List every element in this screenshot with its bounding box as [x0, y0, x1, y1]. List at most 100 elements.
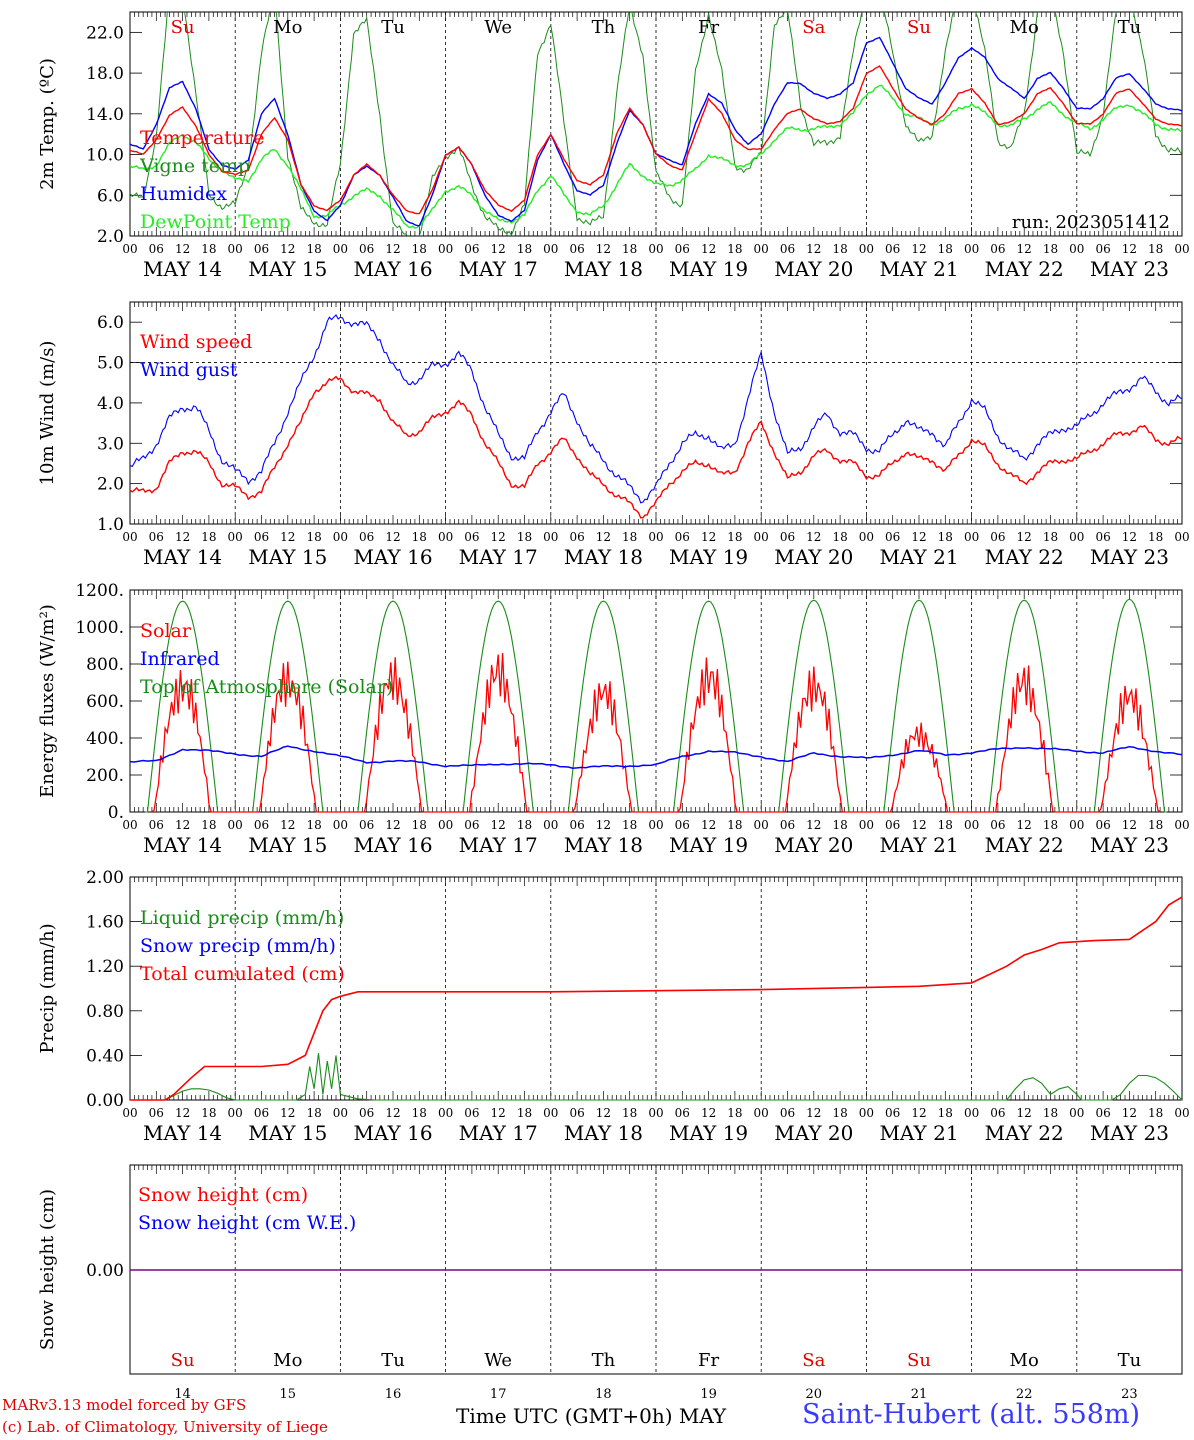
- day-letter: Su: [907, 1350, 931, 1371]
- hour-tick-label: 12: [806, 1106, 821, 1120]
- hour-tick-label: 00: [122, 242, 137, 256]
- hour-tick-label: 06: [149, 530, 164, 544]
- date-tick-label: MAY 14: [143, 257, 222, 281]
- day-letter: Mo: [1010, 17, 1039, 38]
- hour-tick-label: 18: [1148, 530, 1163, 544]
- hour-tick-label: 00: [228, 818, 243, 832]
- hour-tick-label: 06: [1095, 818, 1110, 832]
- day-number: 16: [385, 1387, 402, 1402]
- hour-tick-label: 12: [1017, 818, 1032, 832]
- hour-tick-label: 06: [464, 242, 479, 256]
- hour-tick-label: 18: [832, 1106, 847, 1120]
- hour-tick-label: 00: [122, 530, 137, 544]
- hour-tick-label: 06: [359, 1106, 374, 1120]
- hour-tick-label: 06: [990, 1106, 1005, 1120]
- day-letter: Su: [171, 17, 195, 38]
- legend-entry: Top of Atmosphere (Solar): [140, 676, 393, 698]
- hour-tick-label: 06: [254, 242, 269, 256]
- date-tick-label: MAY 18: [564, 833, 643, 857]
- day-letter: We: [484, 17, 512, 38]
- series-humidex: [130, 36, 1182, 227]
- hour-tick-label: 06: [780, 818, 795, 832]
- hour-tick-label: 06: [990, 242, 1005, 256]
- legend-entry: Snow precip (mm/h): [140, 935, 336, 957]
- date-tick-label: MAY 15: [248, 545, 327, 569]
- hour-tick-label: 06: [990, 818, 1005, 832]
- day-number: 14: [174, 1387, 191, 1402]
- day-letter: Mo: [273, 17, 302, 38]
- hour-tick-label: 12: [596, 530, 611, 544]
- x-axis-title: Time UTC (GMT+0h) MAY: [456, 1404, 727, 1428]
- hour-tick-label: 18: [622, 242, 637, 256]
- legend-entry: Wind speed: [140, 331, 252, 353]
- hour-tick-label: 00: [333, 818, 348, 832]
- date-tick-label: MAY 19: [669, 1121, 748, 1145]
- hour-tick-label: 12: [175, 1106, 190, 1120]
- hour-tick-label: 18: [517, 242, 532, 256]
- day-letter: Mo: [1010, 1350, 1039, 1371]
- date-tick-label: MAY 15: [248, 833, 327, 857]
- y-tick-label: 0.00: [86, 1091, 124, 1111]
- hour-tick-label: 06: [464, 818, 479, 832]
- hour-tick-label: 12: [491, 1106, 506, 1120]
- legend-entry: Liquid precip (mm/h): [140, 907, 344, 929]
- y-tick-label: 6.0: [97, 313, 124, 333]
- day-letter: Fr: [698, 1350, 719, 1371]
- hour-tick-label: 12: [596, 818, 611, 832]
- hour-tick-label: 00: [964, 242, 979, 256]
- hour-tick-label: 12: [280, 1106, 295, 1120]
- hour-tick-label: 06: [885, 818, 900, 832]
- hour-tick-label: 00: [228, 1106, 243, 1120]
- date-tick-label: MAY 20: [774, 257, 853, 281]
- date-tick-label: MAY 17: [459, 833, 538, 857]
- day-letter: We: [484, 1350, 512, 1371]
- hour-tick-label: 00: [333, 242, 348, 256]
- hour-tick-label: 18: [1043, 818, 1058, 832]
- date-tick-label: MAY 17: [459, 545, 538, 569]
- hour-tick-label: 00: [543, 818, 558, 832]
- hour-tick-label: 18: [1148, 818, 1163, 832]
- y-tick-label: 0.00: [86, 1261, 124, 1281]
- hour-tick-label: 00: [1174, 1106, 1189, 1120]
- hour-tick-label: 00: [648, 530, 663, 544]
- hour-tick-label: 12: [596, 242, 611, 256]
- y-tick-label: 0.80: [86, 1002, 124, 1022]
- hour-tick-label: 18: [938, 1106, 953, 1120]
- hour-tick-label: 12: [701, 818, 716, 832]
- hour-tick-label: 06: [780, 1106, 795, 1120]
- hour-tick-label: 00: [543, 530, 558, 544]
- hour-tick-label: 12: [1122, 530, 1137, 544]
- y-tick-label: 400.: [86, 729, 124, 749]
- hour-tick-label: 06: [1095, 242, 1110, 256]
- y-tick-label: 4.0: [97, 394, 124, 414]
- hour-tick-label: 12: [385, 818, 400, 832]
- series-temperature: [130, 65, 1182, 215]
- y-tick-label: 2.0: [97, 475, 124, 495]
- hour-tick-label: 18: [201, 530, 216, 544]
- model-credit-line1: MARv3.13 model forced by GFS: [2, 1396, 247, 1414]
- y-tick-label: 1200.: [75, 581, 124, 601]
- y-tick-label: 22.0: [86, 23, 124, 43]
- legend-entry: Infrared: [140, 648, 220, 670]
- series-vigne-temp: [130, 12, 1182, 236]
- hour-tick-label: 06: [1095, 1106, 1110, 1120]
- y-tick-label: 800.: [86, 655, 124, 675]
- hour-tick-label: 06: [675, 818, 690, 832]
- hour-tick-label: 18: [1148, 242, 1163, 256]
- day-number: 23: [1121, 1387, 1138, 1402]
- day-number: 17: [490, 1387, 507, 1402]
- hour-tick-label: 18: [412, 818, 427, 832]
- y-axis-label: 2m Temp. (ºC): [37, 58, 58, 190]
- day-number: 19: [700, 1387, 717, 1402]
- series-infrared: [129, 745, 1183, 769]
- hour-tick-label: 06: [254, 1106, 269, 1120]
- hour-tick-label: 00: [438, 530, 453, 544]
- day-number: 15: [280, 1387, 297, 1402]
- date-tick-label: MAY 22: [985, 1121, 1064, 1145]
- hour-tick-label: 12: [280, 818, 295, 832]
- hour-tick-label: 06: [885, 530, 900, 544]
- day-letter: Su: [907, 17, 931, 38]
- hour-tick-label: 18: [938, 818, 953, 832]
- hour-tick-label: 00: [543, 1106, 558, 1120]
- series-liquid-precip: [130, 1053, 1183, 1101]
